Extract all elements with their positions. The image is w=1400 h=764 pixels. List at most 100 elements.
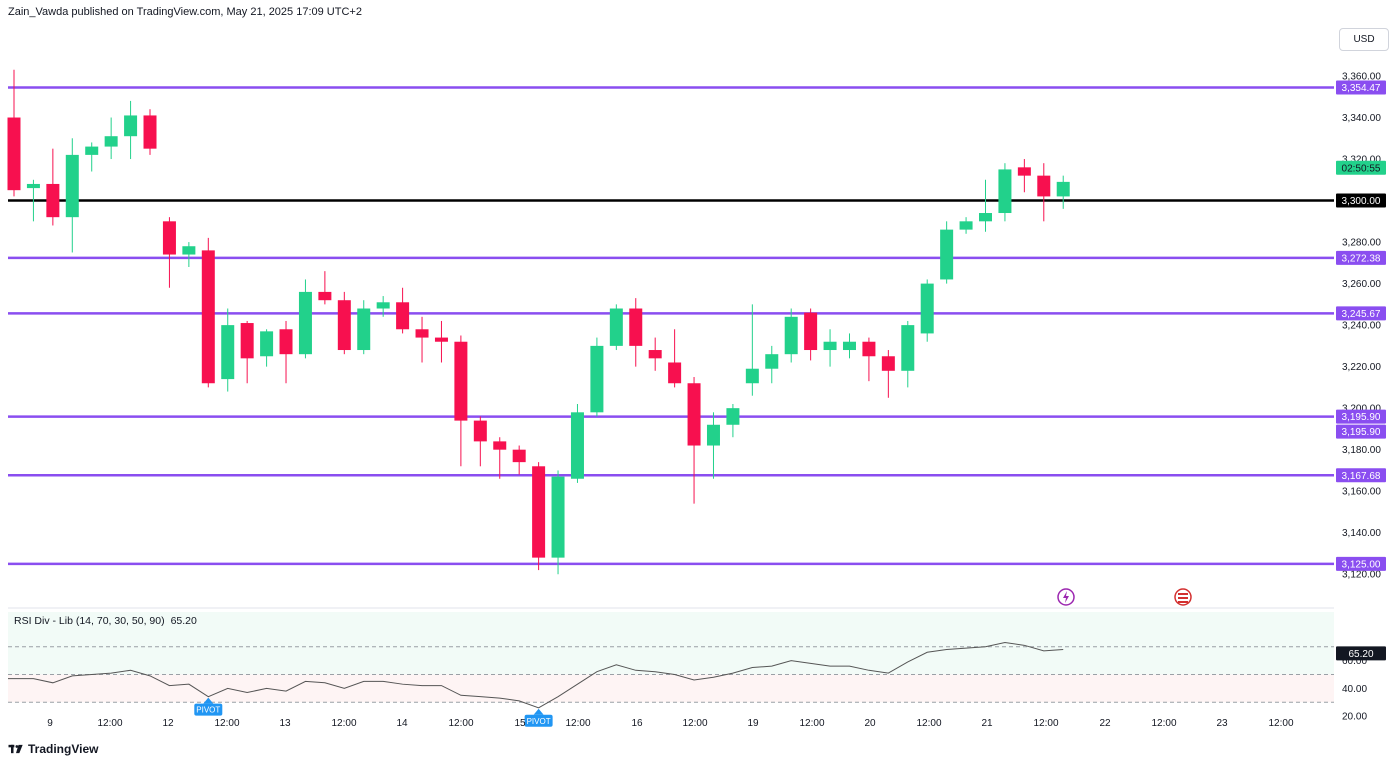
candle[interactable] [959, 217, 973, 234]
candle[interactable] [823, 329, 837, 367]
candle[interactable] [318, 271, 332, 305]
candle[interactable] [745, 304, 759, 396]
candle[interactable] [260, 329, 274, 367]
candle-body [240, 323, 254, 359]
rsi-tick-label: 20.00 [1342, 712, 1367, 723]
pivot-label-box [194, 703, 223, 716]
time-tick-label: 12:00 [448, 718, 473, 729]
candle[interactable] [1017, 159, 1031, 193]
countdown-label: 02:50:55 [1342, 163, 1381, 174]
candle[interactable] [979, 179, 992, 232]
candle[interactable] [279, 320, 293, 384]
candle[interactable] [1037, 163, 1051, 222]
candle[interactable] [765, 345, 779, 384]
countdown-box [1336, 160, 1386, 175]
candle-body [765, 354, 779, 369]
indicator-legend[interactable]: RSI Div - Lib (14, 70, 30, 50, 90) 65.20 [14, 615, 197, 627]
price-pane [8, 26, 1334, 606]
level-label-box [1336, 556, 1386, 571]
candle[interactable] [201, 237, 215, 388]
candle-body [279, 329, 293, 355]
candle[interactable] [357, 300, 371, 355]
candle[interactable] [590, 337, 604, 417]
indicator-value: 65.20 [170, 615, 197, 627]
candle[interactable] [570, 404, 584, 483]
candle[interactable] [1056, 175, 1070, 209]
currency-button[interactable]: USD [1339, 28, 1389, 51]
level-label: 3,195.90 [1342, 412, 1381, 423]
candle[interactable] [512, 445, 526, 475]
time-tick-label: 12:00 [682, 718, 707, 729]
candle[interactable] [629, 298, 643, 367]
candle[interactable] [454, 335, 468, 467]
candle-body [862, 341, 876, 357]
candle[interactable] [532, 462, 546, 571]
candle[interactable] [162, 217, 176, 288]
candle[interactable] [726, 404, 740, 438]
candle-body [337, 300, 351, 351]
candle[interactable] [804, 308, 818, 361]
candle-body [415, 329, 429, 338]
candle[interactable] [668, 329, 682, 388]
candle-body [668, 362, 682, 384]
tradingview-footer[interactable]: TradingView [8, 742, 98, 756]
level-label-box [1336, 468, 1386, 483]
candle[interactable] [415, 316, 429, 363]
candle[interactable] [85, 142, 99, 172]
candle[interactable] [124, 100, 138, 160]
candle-body [182, 246, 196, 255]
candle[interactable] [65, 138, 79, 253]
events-icons[interactable] [1057, 588, 1192, 606]
candle[interactable] [842, 333, 856, 359]
candle-body [920, 283, 934, 334]
candle-body [46, 183, 60, 218]
candle[interactable] [940, 221, 954, 284]
candle[interactable] [396, 287, 410, 334]
time-tick-label: 23 [1216, 718, 1228, 729]
time-tick-label: 12:00 [1268, 718, 1293, 729]
level-label: 3,167.68 [1342, 471, 1381, 482]
price-tick-label: 3,240.00 [1342, 321, 1381, 332]
time-tick-label: 21 [981, 718, 993, 729]
candle-body [881, 356, 895, 371]
candle-body [221, 325, 235, 380]
candle[interactable] [687, 377, 701, 504]
candle[interactable] [493, 437, 507, 479]
candle[interactable] [920, 279, 934, 342]
candle-body [940, 229, 954, 280]
candle[interactable] [551, 470, 565, 575]
candle[interactable] [221, 308, 235, 392]
candle[interactable] [434, 320, 448, 363]
candle-body [979, 213, 992, 222]
pivot-label: PIVOT [196, 706, 220, 715]
candle[interactable] [473, 416, 487, 467]
candle-body [551, 476, 565, 558]
candle[interactable] [104, 117, 118, 160]
candle[interactable] [901, 320, 915, 388]
candle[interactable] [143, 109, 157, 155]
time-tick-label: 12:00 [97, 718, 122, 729]
publisher-header: Zain_Vawda published on TradingView.com,… [8, 6, 362, 18]
candle-body [473, 420, 487, 442]
candle[interactable] [706, 412, 720, 479]
level-label: 3,195.90 [1342, 427, 1381, 438]
time-tick-label: 12:00 [1033, 718, 1058, 729]
candle[interactable] [26, 179, 40, 222]
candle[interactable] [7, 69, 21, 197]
pivot-marker-icon [203, 697, 214, 704]
candle[interactable] [46, 148, 60, 226]
candle[interactable] [298, 279, 312, 359]
candle[interactable] [182, 242, 196, 267]
candle[interactable] [881, 350, 895, 398]
candle[interactable] [609, 304, 623, 351]
candle[interactable] [784, 308, 798, 363]
candle[interactable] [648, 337, 662, 371]
candle[interactable] [376, 296, 390, 317]
candle-body [532, 466, 546, 558]
candle[interactable] [998, 163, 1012, 222]
candle-body [65, 154, 79, 218]
candle[interactable] [240, 320, 254, 384]
candle[interactable] [337, 291, 351, 355]
candle[interactable] [862, 337, 876, 382]
